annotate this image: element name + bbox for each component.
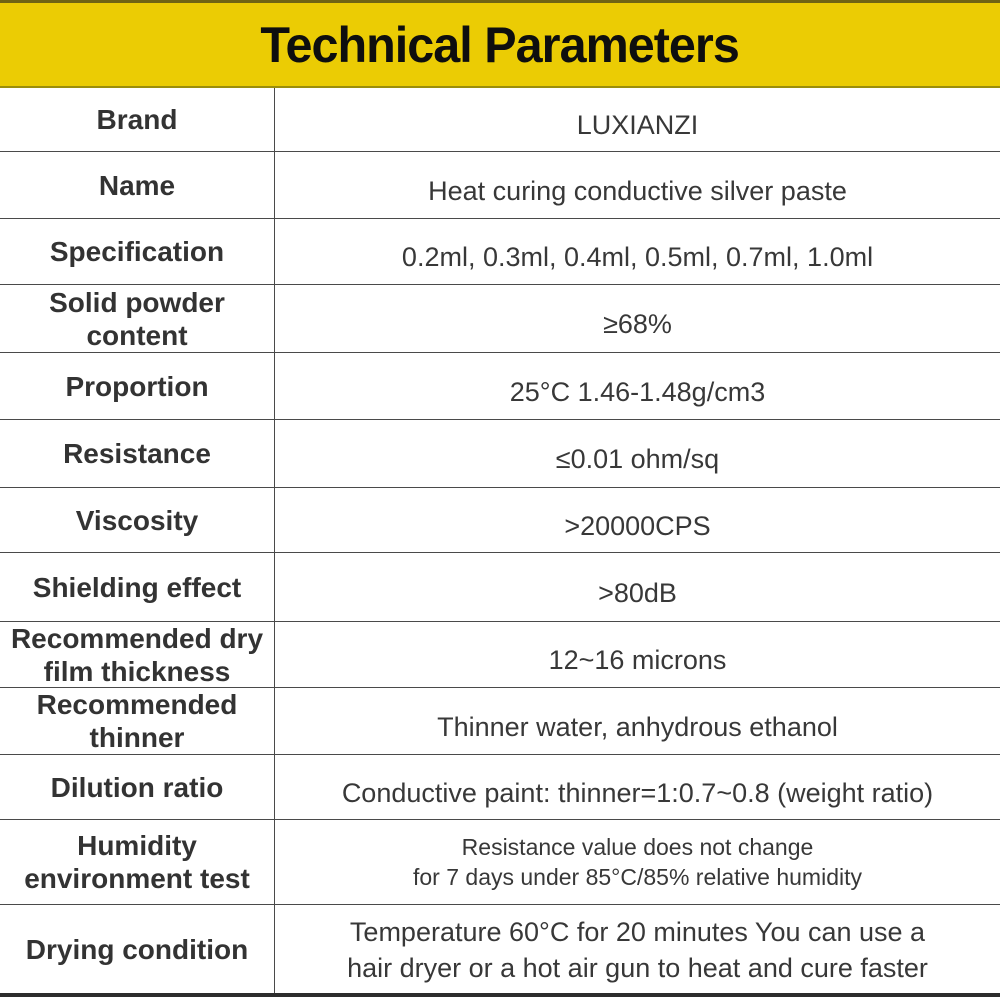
row-value: ≥68% [603, 309, 672, 339]
header-banner: Technical Parameters [0, 0, 1000, 88]
row-specification: Specification 0.2ml, 0.3ml, 0.4ml, 0.5ml… [0, 219, 1000, 285]
row-value: 0.2ml, 0.3ml, 0.4ml, 0.5ml, 0.7ml, 1.0ml [401, 242, 874, 272]
row-label: Name [0, 152, 275, 218]
row-shielding-effect: Shielding effect >80dB [0, 553, 1000, 622]
row-label: Specification [0, 219, 275, 284]
row-label: Shielding effect [0, 553, 275, 621]
row-label: Proportion [0, 353, 275, 419]
row-resistance: Resistance ≤0.01 ohm/sq [0, 420, 1000, 488]
row-dilution-ratio: Dilution ratio Conductive paint: thinner… [0, 755, 1000, 820]
row-proportion: Proportion 25°C 1.46-1.48g/cm3 [0, 353, 1000, 420]
row-value: 12~16 microns [548, 645, 727, 675]
row-label: Resistance [0, 420, 275, 487]
row-label: Brand [0, 88, 275, 151]
row-value: Thinner water, anhydrous ethanol [437, 711, 838, 742]
row-solid-powder-content: Solid powder content ≥68% [0, 285, 1000, 353]
row-label: Drying condition [0, 905, 275, 993]
page-title: Technical Parameters [260, 16, 740, 73]
row-recommended-dry-film-thickness: Recommended dry film thickness 12~16 mic… [0, 622, 1000, 688]
row-name: Name Heat curing conductive silver paste [0, 152, 1000, 219]
row-value: >80dB [598, 577, 677, 608]
row-value: ≤0.01 ohm/sq [555, 444, 720, 474]
row-brand: Brand LUXIANZI [0, 88, 1000, 152]
row-label: Recommended dry film thickness [0, 622, 275, 687]
row-value: LUXIANZI [576, 110, 699, 140]
row-value: Heat curing conductive silver paste [428, 175, 847, 206]
parameters-table: Brand LUXIANZI Name Heat curing conducti… [0, 88, 1000, 997]
row-value: Resistance value does not change for 7 d… [413, 834, 862, 890]
row-value: >20000CPS [564, 510, 711, 541]
row-viscosity: Viscosity >20000CPS [0, 488, 1000, 553]
row-value: Conductive paint: thinner=1:0.7~0.8 (wei… [341, 777, 934, 808]
row-drying-condition: Drying condition Temperature 60°C for 20… [0, 905, 1000, 993]
row-value: 25°C 1.46-1.48g/cm3 [509, 376, 766, 407]
row-humidity-environment-test: Humidity environment test Resistance val… [0, 820, 1000, 905]
row-label: Dilution ratio [0, 755, 275, 819]
row-label: Viscosity [0, 488, 275, 552]
row-value: Temperature 60°C for 20 minutes You can … [347, 917, 928, 983]
row-label: Humidity environment test [0, 820, 275, 904]
row-recommended-thinner: Recommended thinner Thinner water, anhyd… [0, 688, 1000, 755]
row-label: Solid powder content [0, 285, 275, 352]
row-label: Recommended thinner [0, 688, 275, 754]
